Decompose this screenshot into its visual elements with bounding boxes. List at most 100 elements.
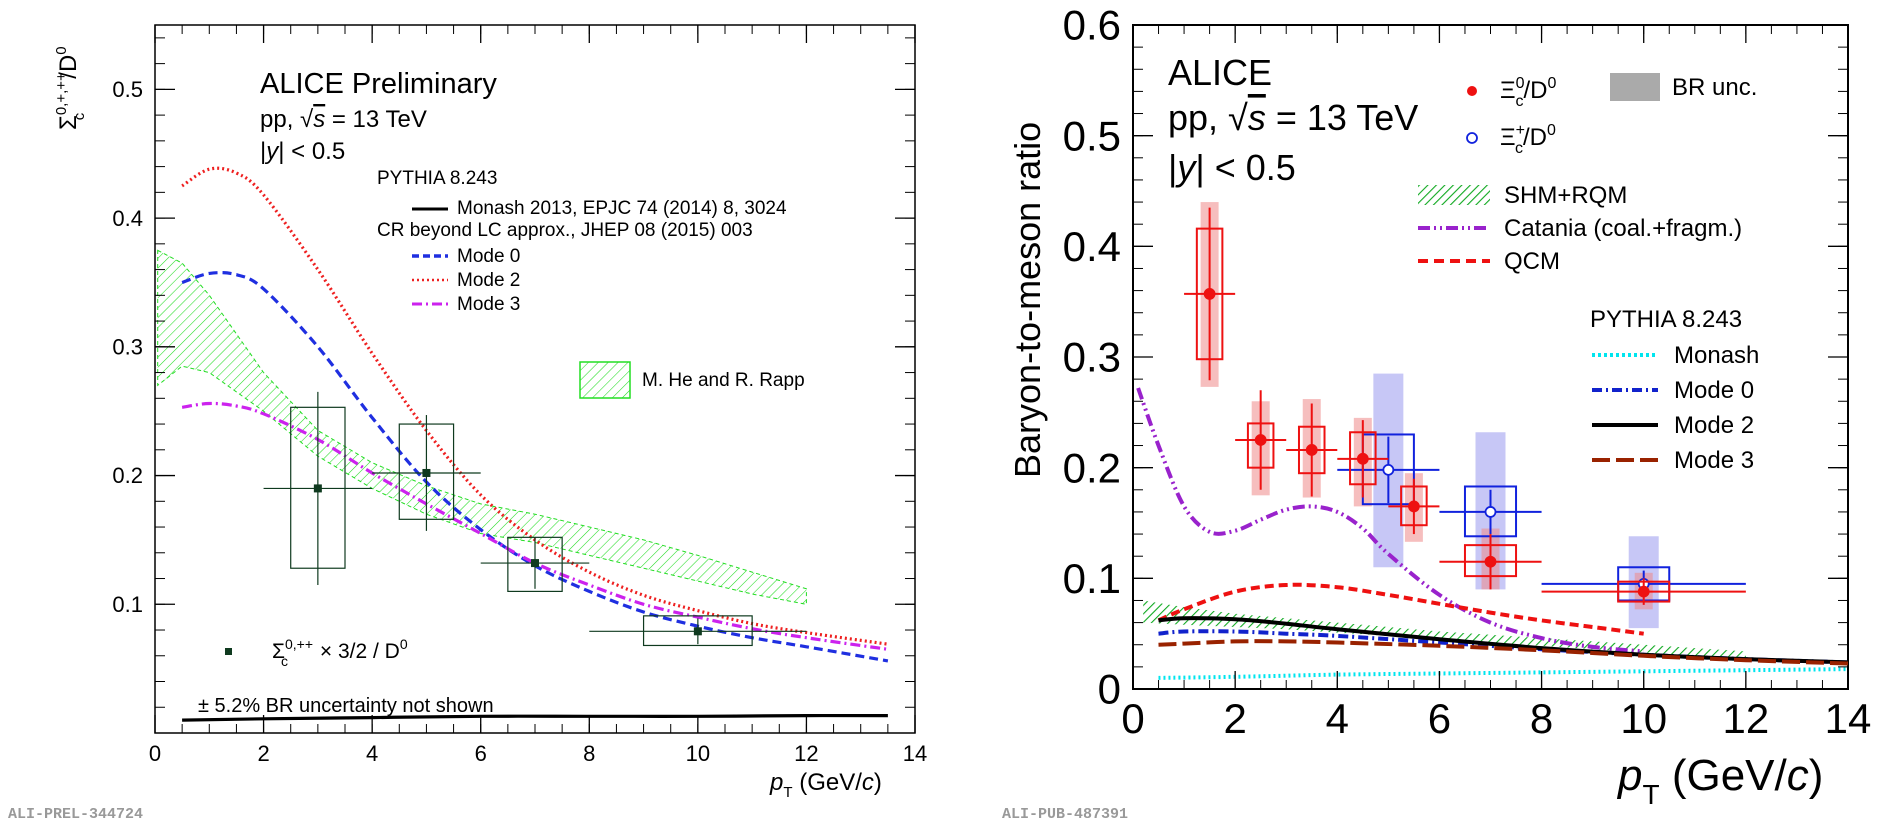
x-tick-label: 8: [1530, 695, 1553, 742]
right-model-curves: [1136, 387, 1849, 680]
left-y-title-sup: 0,+,++: [53, 72, 70, 115]
right-legend-br: BR unc.: [1672, 74, 1757, 101]
right-figure-tag: ALI-PUB-487391: [1002, 806, 1128, 823]
y-tick-label: 0.4: [1063, 223, 1121, 270]
left-legend-herapp-swatch: [579, 361, 631, 399]
right-br-uncertainty-boxes: [1200, 202, 1659, 629]
right-legend-monash: Monash: [1674, 342, 1759, 369]
right-legend-mode2: Mode 2: [1674, 412, 1754, 439]
left-model-curves: [181, 166, 889, 722]
right-legend-shm-swatch: [1418, 185, 1490, 205]
right-header-rapidity: |y| < 0.5: [1168, 147, 1296, 188]
xip-point-marker: [1382, 463, 1395, 476]
x-tick-label: 0: [1121, 695, 1144, 742]
y-tick-label: 0.5: [1063, 112, 1121, 159]
y-tick-label: 0.6: [1063, 2, 1121, 49]
left-legend-monash: Monash 2013, EPJC 74 (2014) 8, 3024: [457, 198, 787, 219]
left-x-title: pT (GeV/c): [769, 769, 882, 801]
y-tick-label: 0: [1098, 666, 1121, 713]
series-line-qcm: [1157, 582, 1644, 636]
data-point-marker: [693, 627, 702, 636]
series-line-mode3: [181, 401, 889, 651]
left-legend: PYTHIA 8.243 Monash 2013, EPJC 74 (2014)…: [225, 168, 805, 669]
left-legend-herapp: M. He and R. Rapp: [642, 370, 805, 391]
y-tick-label: 0.1: [1063, 555, 1121, 602]
y-tick-label: 0.5: [112, 77, 143, 102]
xi0-point-marker: [1305, 444, 1318, 456]
left-legend-data-label: Σ0,++ c × 3/2 / D0: [272, 636, 408, 669]
data-point-marker: [313, 484, 322, 493]
right-header-experiment: ALICE: [1168, 52, 1272, 93]
right-theory-bands: [1143, 600, 1746, 658]
xi0-point-marker: [1407, 500, 1420, 513]
x-tick-label: 6: [1428, 695, 1451, 742]
right-legend-shm: SHM+RQM: [1504, 182, 1627, 209]
xi0-point-marker: [1484, 555, 1497, 568]
left-y-title-sigma: Σ: [55, 115, 82, 130]
xi0-point-marker: [1637, 585, 1650, 598]
right-legend-xip: Ξ+ c/D0: [1500, 122, 1556, 157]
left-header-rapidity: |y| < 0.5: [260, 138, 345, 165]
right-legend-mode0: Mode 0: [1674, 377, 1754, 404]
right-legend-mode3: Mode 3: [1674, 447, 1754, 474]
x-tick-label: 4: [1326, 695, 1349, 742]
x-tick-label: 12: [1722, 695, 1769, 742]
data-point-marker: [531, 559, 539, 568]
series-line-mode3: [1158, 639, 1849, 666]
x-tick-label: 6: [475, 741, 487, 766]
right-y-title: Baryon-to-meson ratio: [1007, 122, 1048, 478]
right-legend-catania: Catania (coal.+fragm.): [1504, 215, 1742, 242]
right-legend: Ξ0 c/D0 Ξ+ c/D0 BR unc. SHM+RQM Catania (c…: [1418, 73, 1759, 474]
left-theory-bands: [157, 249, 807, 605]
x-tick-label: 0: [149, 741, 161, 766]
x-tick-label: 8: [583, 741, 595, 766]
xi0-point-marker: [1356, 452, 1369, 465]
x-tick-label: 12: [794, 741, 818, 766]
series-line-catania: [1136, 387, 1644, 654]
right-chart: 0 2 4 6 8 10 12 14 0 0.1 0.2 0.3 0.4 0.5 0.6 Baryon-to…: [1002, 2, 1871, 823]
left-chart: 0 2 4 6 8 10 12 14 0.1 0.2 0.3 0.4 0.5 Σ0,+,++c/D0 p…: [8, 24, 927, 823]
y-tick-label: 0.1: [112, 592, 143, 617]
left-br-note: ± 5.2% BR uncertainty not shown: [198, 695, 494, 717]
right-data-points: [1184, 207, 1746, 605]
series-line-mode0: [181, 271, 889, 663]
left-header-experiment: ALICE Preliminary: [260, 68, 497, 100]
right-legend-br-swatch: [1610, 73, 1660, 101]
band-shm-rqm: [1143, 600, 1746, 658]
y-tick-label: 0.2: [112, 463, 143, 488]
band-he-rapp: [157, 249, 807, 605]
right-legend-qcm: QCM: [1504, 248, 1560, 275]
x-tick-label: 14: [1825, 695, 1872, 742]
left-legend-mode3: Mode 3: [457, 294, 520, 315]
left-legend-mode2: Mode 2: [457, 270, 520, 291]
data-point-marker: [422, 468, 431, 477]
left-figure-tag: ALI-PREL-344724: [8, 806, 143, 823]
xi0-point-marker: [1254, 434, 1267, 446]
left-legend-cr-title: CR beyond LC approx., JHEP 08 (2015) 003: [377, 220, 753, 241]
series-line-monash: [182, 713, 888, 722]
series-line-mode2: [181, 166, 889, 646]
xi0-point-marker: [1203, 288, 1216, 300]
svg-text:Σ0,+,++c/D0: Σ0,+,++c/D0: [53, 46, 88, 130]
left-legend-data-marker: [225, 648, 232, 655]
x-tick-label: 10: [1620, 695, 1667, 742]
left-legend-pythia-title: PYTHIA 8.243: [377, 168, 497, 189]
y-tick-label: 0.4: [112, 206, 143, 231]
left-data-points: [263, 391, 807, 647]
left-legend-mode0: Mode 0: [457, 246, 520, 267]
y-tick-label: 0.3: [112, 335, 143, 360]
x-tick-label: 14: [903, 741, 927, 766]
x-tick-label: 2: [1223, 695, 1246, 742]
xip-point-marker: [1484, 506, 1497, 518]
y-tick-label: 0.3: [1063, 334, 1121, 381]
right-legend-xi0-marker: [1467, 86, 1477, 96]
left-axis-ticks: 0 2 4 6 8 10 12 14 0.1 0.2 0.3 0.4 0.5: [112, 25, 927, 766]
left-header-system: pp, √s = 13 TeV: [260, 106, 427, 133]
x-tick-label: 2: [257, 741, 269, 766]
right-legend-xip-marker: [1466, 132, 1478, 144]
left-y-title: Σ0,+,++c/D0: [53, 46, 88, 130]
right-legend-xi0: Ξ0 c/D0: [1500, 75, 1557, 110]
right-legend-pythia-title: PYTHIA 8.243: [1590, 306, 1742, 333]
x-tick-label: 4: [366, 741, 378, 766]
